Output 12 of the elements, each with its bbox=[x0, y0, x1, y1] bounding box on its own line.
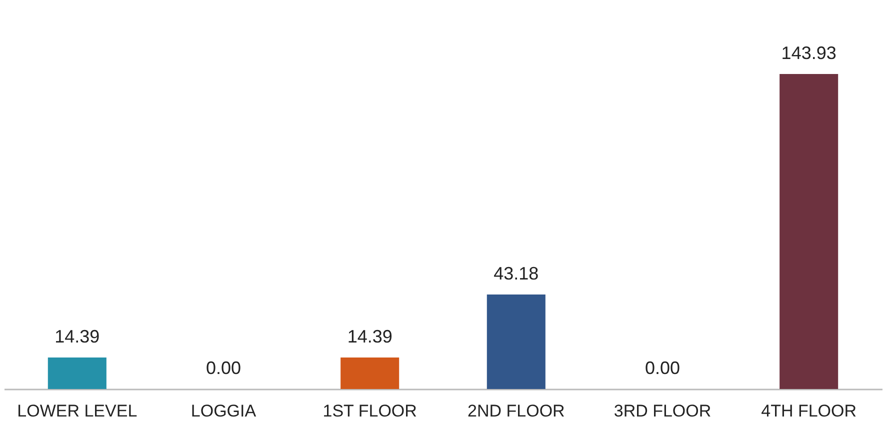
x-tick-label: 1ST FLOOR bbox=[322, 402, 417, 420]
data-label: 14.39 bbox=[54, 326, 100, 347]
data-label: 0.00 bbox=[206, 358, 242, 378]
x-tick-label: LOGGIA bbox=[190, 402, 257, 420]
data-label: 14.39 bbox=[347, 326, 392, 347]
data-label: 0.00 bbox=[644, 358, 680, 378]
x-tick-label: 4TH FLOOR bbox=[761, 402, 857, 420]
x-tick-label: 2ND FLOOR bbox=[468, 402, 565, 420]
x-tick-label: 3RD FLOOR bbox=[614, 402, 712, 420]
x-tick-label: LOWER LEVEL bbox=[17, 402, 138, 420]
data-label: 143.93 bbox=[781, 43, 836, 63]
data-label: 43.18 bbox=[494, 264, 539, 284]
